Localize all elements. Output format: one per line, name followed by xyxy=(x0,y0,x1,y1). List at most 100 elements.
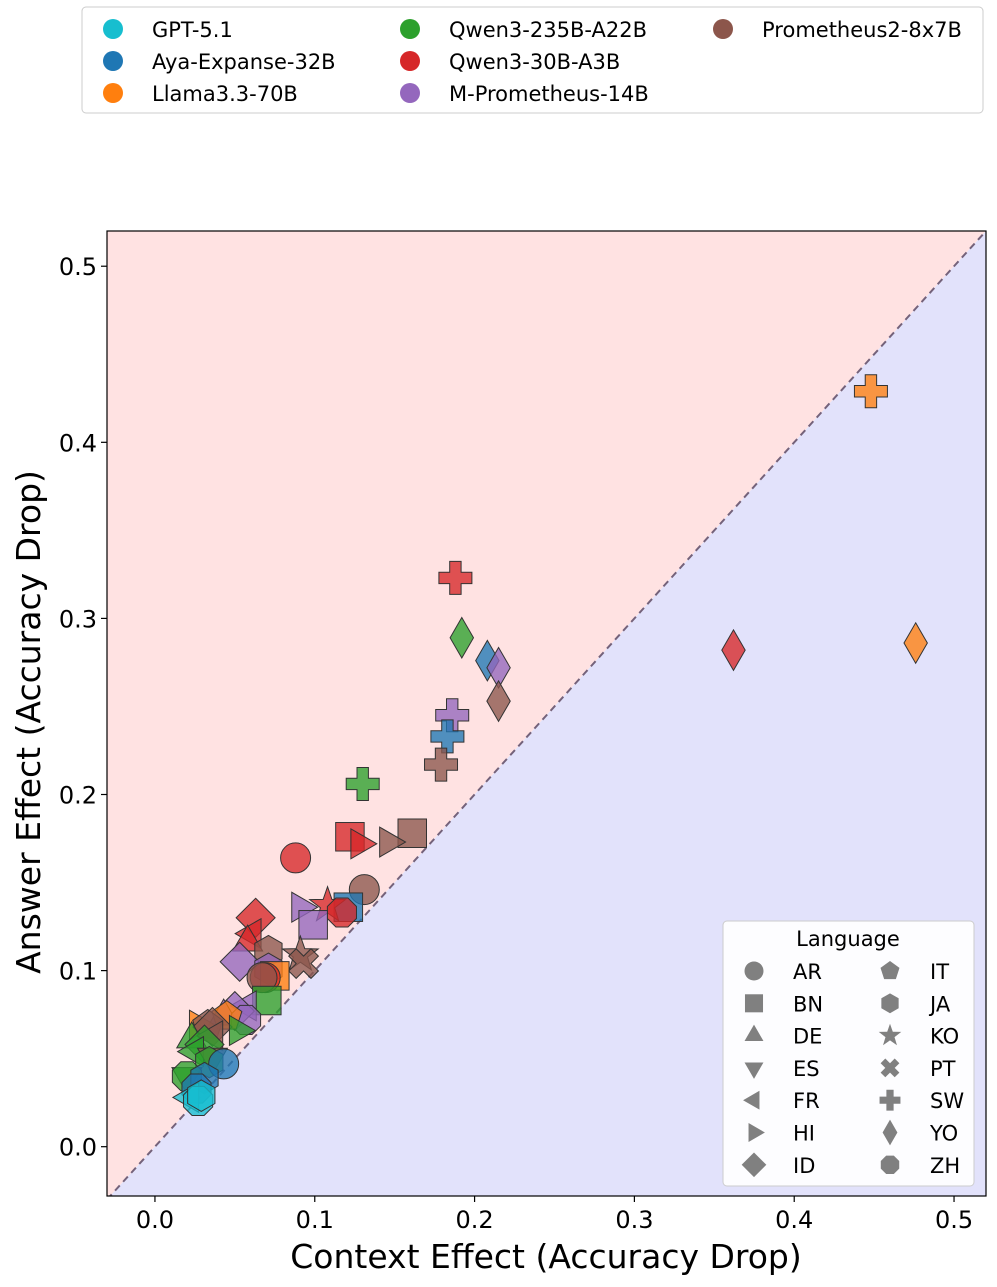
language-legend-marker-fr xyxy=(743,1090,760,1110)
language-legend-label: PT xyxy=(930,1057,956,1081)
language-legend-marker-bn xyxy=(744,994,764,1013)
language-legend-title: Language xyxy=(796,927,900,951)
language-legend-item: JA xyxy=(881,992,951,1016)
language-legend-marker-it xyxy=(880,961,900,980)
y-tick-label: 0.1 xyxy=(59,958,97,986)
language-legend-frame xyxy=(722,920,975,1187)
y-axis-label: Answer Effect (Accuracy Drop) xyxy=(9,470,48,974)
language-legend-marker-hi xyxy=(748,1123,765,1142)
language-legend-item: DE xyxy=(744,1024,822,1049)
x-tick-label: 0.0 xyxy=(136,1206,174,1234)
y-axis: 0.0 0.1 0.2 0.3 0.4 0.5 xyxy=(59,253,107,1162)
language-legend-item: IT xyxy=(880,960,949,984)
x-axis: 0.0 0.1 0.2 0.3 0.4 0.5 xyxy=(136,1196,973,1234)
y-tick-label: 0.2 xyxy=(59,782,97,810)
data-point-prometheus2-8x7b-hi xyxy=(379,826,407,858)
y-tick-label: 0.3 xyxy=(59,605,97,633)
model-legend-swatch xyxy=(400,83,420,103)
data-point-prometheus2-8x7b-sw xyxy=(424,747,459,782)
data-point-qwen3-30b-a3b-yo xyxy=(721,628,746,672)
data-point-qwen3-235b-a22b-sw xyxy=(345,766,380,801)
data-point-prometheus2-8x7b-yo xyxy=(486,679,511,723)
language-legend-label: JA xyxy=(928,992,951,1016)
model-legend-label: Prometheus2-8x7B xyxy=(762,18,962,42)
language-legend-item: YO xyxy=(882,1119,958,1146)
model-legend-item: Aya-Expanse-32B xyxy=(103,50,336,74)
language-legend-item: PT xyxy=(880,1057,956,1081)
data-point-qwen3-30b-a3b-ar xyxy=(280,842,312,874)
language-legend-label: AR xyxy=(793,960,822,984)
data-point-qwen3-30b-a3b-sw xyxy=(438,560,473,595)
model-legend-item: GPT-5.1 xyxy=(103,18,233,42)
language-legend-marker-pt xyxy=(880,1058,900,1078)
language-legend-item: KO xyxy=(878,1023,959,1049)
model-legend-swatch xyxy=(103,19,123,39)
language-legend-item: BN xyxy=(744,992,823,1016)
model-legend-label: Qwen3-30B-A3B xyxy=(449,50,620,74)
data-point-m-prometheus-14b-bn xyxy=(298,910,328,940)
model-legend-swatch xyxy=(400,19,420,39)
model-legend-label: Llama3.3-70B xyxy=(152,82,298,106)
model-legend-frame xyxy=(81,6,984,114)
x-tick-label: 0.2 xyxy=(455,1206,493,1234)
language-legend-label: ZH xyxy=(930,1154,960,1178)
language-legend-marker-ja xyxy=(881,993,899,1014)
language-legend-marker-ar xyxy=(744,961,764,981)
y-tick-label: 0.0 xyxy=(59,1134,97,1162)
language-legend-label: YO xyxy=(929,1122,958,1146)
language-legend-item: ZH xyxy=(880,1154,960,1178)
data-point-qwen3-235b-a22b-bn xyxy=(252,985,282,1016)
data-point-qwen3-30b-a3b-hi xyxy=(350,828,378,860)
language-legend-marker-sw xyxy=(879,1089,901,1111)
y-tick-label: 0.4 xyxy=(59,429,97,457)
language-legend-label: DE xyxy=(793,1025,822,1049)
data-point-qwen3-235b-a22b-hi xyxy=(228,1014,257,1047)
model-legend-item: Prometheus2-8x7B xyxy=(713,18,962,42)
x-tick-label: 0.1 xyxy=(296,1206,334,1234)
x-tick-label: 0.3 xyxy=(615,1206,653,1234)
model-legend-item: Qwen3-30B-A3B xyxy=(400,50,620,74)
language-legend-marker-zh xyxy=(880,1155,900,1175)
region-above-diagonal xyxy=(107,231,986,1196)
x-tick-label: 0.4 xyxy=(775,1206,813,1234)
language-legend-marker-id xyxy=(741,1152,767,1178)
language-legend-label: BN xyxy=(793,992,823,1016)
model-legend-item: Llama3.3-70B xyxy=(103,82,298,106)
model-legend-item: Qwen3-235B-A22B xyxy=(400,18,647,42)
language-legend-marker-es xyxy=(744,1062,764,1079)
model-legend-item: M-Prometheus-14B xyxy=(400,82,649,106)
language-legend-label: KO xyxy=(930,1025,959,1049)
language-legend-label: ES xyxy=(793,1057,820,1081)
language-legend-item: SW xyxy=(879,1089,964,1113)
data-point-llama3-3-70b-yo xyxy=(903,621,928,665)
data-point-prometheus2-8x7b-pt xyxy=(288,948,320,980)
model-legend-label: Aya-Expanse-32B xyxy=(152,50,336,74)
language-legend-item: FR xyxy=(743,1089,820,1113)
y-tick-label: 0.5 xyxy=(59,253,97,281)
language-legend-item: ID xyxy=(741,1152,815,1178)
language-legend-marker-ko xyxy=(878,1023,902,1046)
language-legend-marker-de xyxy=(744,1024,764,1042)
model-legend-swatch xyxy=(400,51,420,71)
diagonal-reference-line xyxy=(108,231,986,1196)
data-point-aya-expanse-32b-sw xyxy=(430,719,465,754)
language-legend-item: AR xyxy=(744,960,822,984)
model-legend-label: GPT-5.1 xyxy=(152,18,233,42)
model-legend-swatch xyxy=(103,51,123,71)
model-legend-label: M-Prometheus-14B xyxy=(449,82,649,106)
language-legend-marker-yo xyxy=(882,1119,898,1146)
language-legend-label: FR xyxy=(793,1089,820,1113)
data-point-qwen3-235b-a22b-yo xyxy=(449,616,475,660)
language-legend-item: HI xyxy=(748,1122,815,1146)
data-point-qwen3-30b-a3b-zh xyxy=(326,897,357,928)
model-legend-label: Qwen3-235B-A22B xyxy=(449,18,647,42)
model-legend-swatch xyxy=(713,19,733,39)
language-legend-item: ES xyxy=(744,1057,820,1081)
model-legend-swatch xyxy=(103,83,123,103)
language-legend-label: IT xyxy=(930,960,949,984)
x-tick-label: 0.5 xyxy=(935,1206,973,1234)
language-legend: Language AR BN DE ES FR HI ID IT JA KO PT SW YO ZH xyxy=(722,920,975,1187)
language-legend-label: HI xyxy=(793,1122,815,1146)
data-point-gpt-5-1-ja xyxy=(187,1079,216,1112)
